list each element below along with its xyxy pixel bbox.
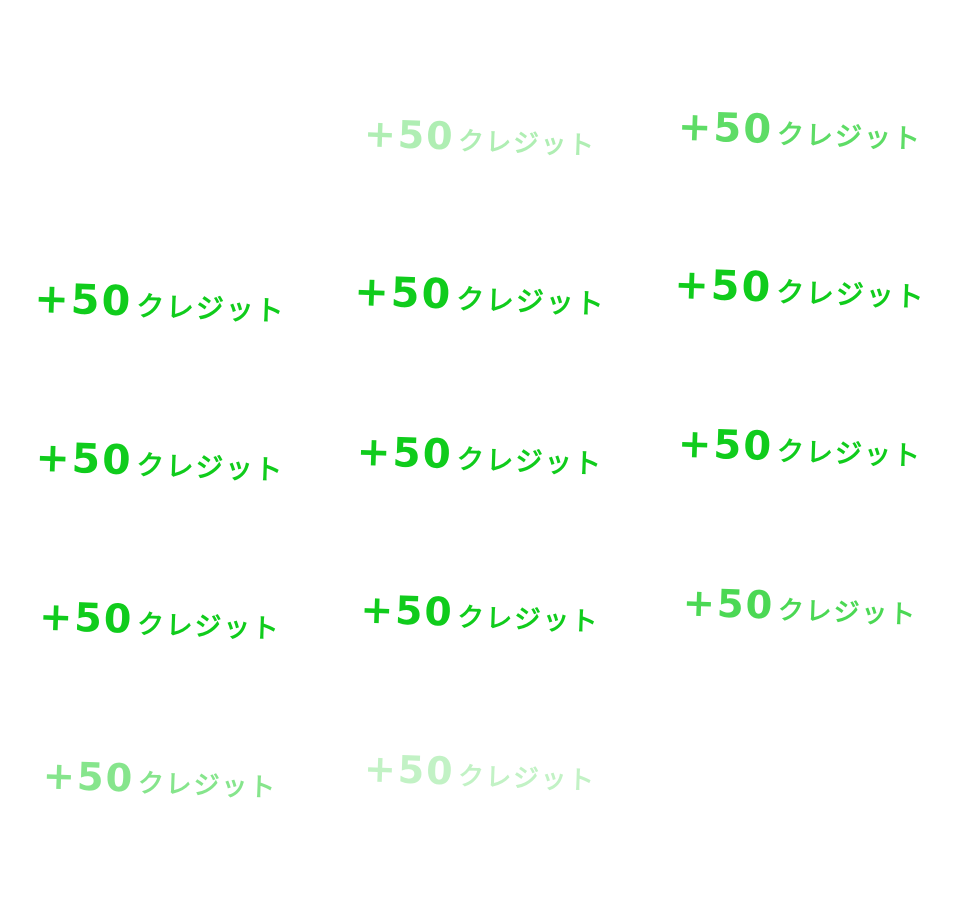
sprite-frame-5: +50 クレジット	[320, 216, 640, 376]
credit-amount: +50	[42, 753, 135, 802]
credit-amount: +50	[677, 420, 774, 471]
credit-popup-label: +50 クレジット	[42, 753, 278, 804]
sprite-frame-12: +50 クレジット	[640, 527, 960, 687]
credit-amount: +50	[353, 267, 454, 319]
sprite-frame-2: +50 クレジット	[320, 58, 640, 218]
credit-popup-label: +50 クレジット	[363, 747, 597, 797]
credit-unit: クレジット	[136, 609, 282, 646]
credit-amount: +50	[682, 580, 775, 629]
sprite-frame-3: +50 クレジット	[640, 51, 960, 211]
credit-popup-label: +50 クレジット	[682, 580, 918, 631]
credit-unit: クレジット	[135, 290, 287, 328]
credit-amount: +50	[33, 274, 134, 326]
credit-unit: クレジット	[776, 436, 923, 473]
credit-amount: +50	[363, 112, 456, 159]
sprite-frame-6: +50 クレジット	[640, 209, 960, 369]
credit-unit: クレジット	[455, 283, 607, 321]
credit-unit: クレジット	[456, 444, 604, 481]
credit-unit: クレジット	[777, 595, 918, 631]
credit-amount: +50	[355, 428, 454, 479]
sprite-frame-15	[640, 700, 960, 860]
credit-amount: +50	[673, 260, 774, 312]
credit-unit: クレジット	[457, 126, 597, 162]
sprite-frame-8: +50 クレジット	[320, 376, 640, 536]
credit-amount: +50	[359, 587, 455, 636]
credit-unit: クレジット	[457, 761, 597, 797]
sprite-frame-9: +50 クレジット	[640, 368, 960, 528]
credit-amount: +50	[677, 103, 774, 154]
credit-popup-label: +50 クレジット	[33, 274, 287, 328]
credit-popup-label: +50 クレジット	[677, 103, 923, 156]
credit-popup-label: +50 クレジット	[353, 267, 607, 321]
credit-amount: +50	[34, 434, 134, 485]
credit-popup-label: +50 クレジット	[355, 428, 604, 481]
credit-popup-label: +50 クレジット	[34, 434, 285, 487]
credit-popup-label: +50 クレジット	[677, 420, 923, 473]
sprite-frame-13: +50 クレジット	[0, 700, 320, 860]
sprite-frame-14: +50 クレジット	[320, 693, 640, 853]
credit-amount: +50	[38, 594, 135, 643]
sprite-frame-4: +50 クレジット	[0, 223, 320, 383]
sprite-frame-7: +50 クレジット	[0, 382, 320, 542]
credit-popup-label: +50 クレジット	[673, 260, 927, 314]
credit-popup-label: +50 クレジット	[38, 594, 282, 646]
credit-unit: クレジット	[775, 276, 927, 314]
sprite-frame-11: +50 クレジット	[320, 534, 640, 694]
credit-unit: クレジット	[776, 119, 923, 156]
sprite-frame-1	[0, 40, 320, 200]
credit-unit: クレジット	[137, 768, 278, 804]
sprite-frame-10: +50 クレジット	[0, 541, 320, 701]
credit-unit: クレジット	[135, 449, 285, 487]
credit-amount: +50	[363, 747, 456, 794]
credit-popup-label: +50 クレジット	[359, 587, 601, 638]
credit-popup-label: +50 クレジット	[363, 112, 597, 162]
credit-unit: クレジット	[456, 602, 600, 638]
